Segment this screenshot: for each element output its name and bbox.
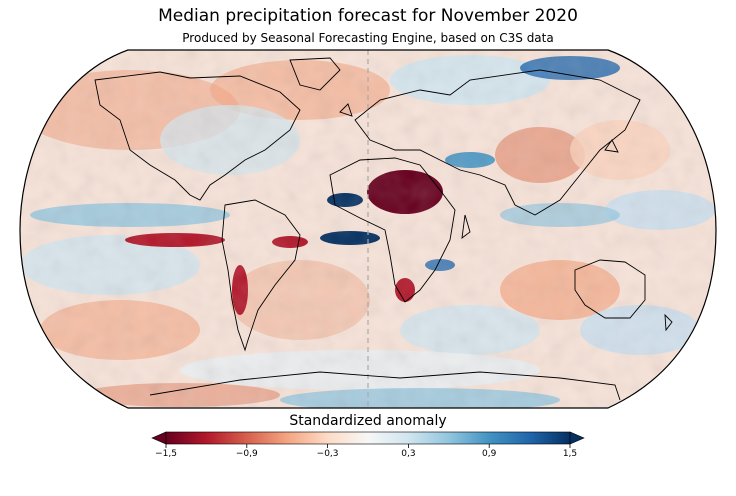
new-zealand-outline: [664, 313, 673, 332]
colorbar-tick-label: −1,5: [155, 449, 177, 459]
japan-outline: [604, 139, 619, 153]
africa-outline: [329, 157, 456, 303]
colorbar-tick-label: 0,3: [401, 449, 416, 459]
colorbar-gradient: [165, 431, 571, 445]
chart-title: Median precipitation forecast for Novemb…: [158, 6, 578, 26]
colorbar-tick-label: 1,5: [562, 449, 578, 459]
colorbar-tick-label: −0,3: [316, 449, 339, 459]
chart-subtitle: Produced by Seasonal Forecasting Engine,…: [182, 31, 554, 45]
madagascar-outline: [461, 214, 471, 240]
australia-outline: [574, 259, 646, 319]
colorbar-title: Standardized anomaly: [289, 413, 447, 429]
colorbar-ticks: [165, 444, 571, 448]
globe-outline: [19, 49, 717, 409]
north-america-outline: [94, 71, 301, 201]
colorbar-extend-high: [569, 431, 585, 445]
colorbar-extend-low: [151, 431, 167, 445]
greenland-outline: [289, 57, 341, 91]
coastlines: [94, 57, 673, 401]
antarctica-outline: [149, 371, 621, 401]
colorbar-tick-label: 0,9: [482, 449, 497, 459]
uk-outline: [339, 103, 353, 117]
colorbar-tick-label: −0,9: [235, 449, 258, 459]
eurasia-outline: [354, 69, 641, 216]
south-america-outline: [221, 199, 301, 352]
